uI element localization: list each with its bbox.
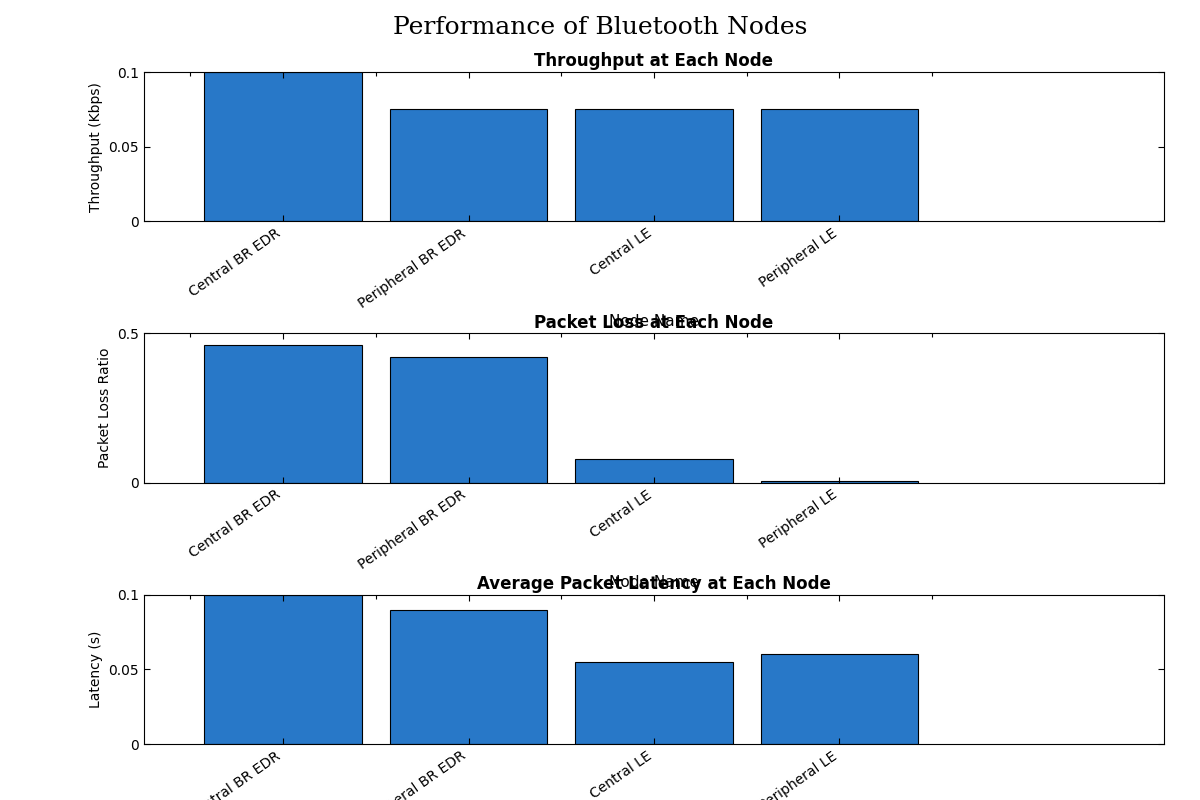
Bar: [761, 110, 918, 222]
Title: Throughput at Each Node: Throughput at Each Node: [534, 53, 774, 70]
Title: Average Packet Latency at Each Node: Average Packet Latency at Each Node: [478, 575, 830, 593]
Bar: [575, 458, 733, 482]
Bar: [575, 662, 733, 744]
X-axis label: Node Name: Node Name: [610, 575, 698, 590]
Y-axis label: Throughput (Kbps): Throughput (Kbps): [89, 82, 103, 212]
Bar: [204, 72, 362, 222]
Text: Performance of Bluetooth Nodes: Performance of Bluetooth Nodes: [392, 16, 808, 39]
Bar: [390, 358, 547, 482]
Y-axis label: Latency (s): Latency (s): [89, 630, 103, 708]
Y-axis label: Packet Loss Ratio: Packet Loss Ratio: [97, 348, 112, 468]
Bar: [390, 110, 547, 222]
Bar: [761, 481, 918, 482]
Bar: [575, 110, 733, 222]
Bar: [761, 654, 918, 744]
Bar: [390, 610, 547, 744]
Bar: [204, 346, 362, 482]
X-axis label: Node Name: Node Name: [610, 314, 698, 329]
Bar: [204, 594, 362, 744]
Title: Packet Loss at Each Node: Packet Loss at Each Node: [534, 314, 774, 332]
